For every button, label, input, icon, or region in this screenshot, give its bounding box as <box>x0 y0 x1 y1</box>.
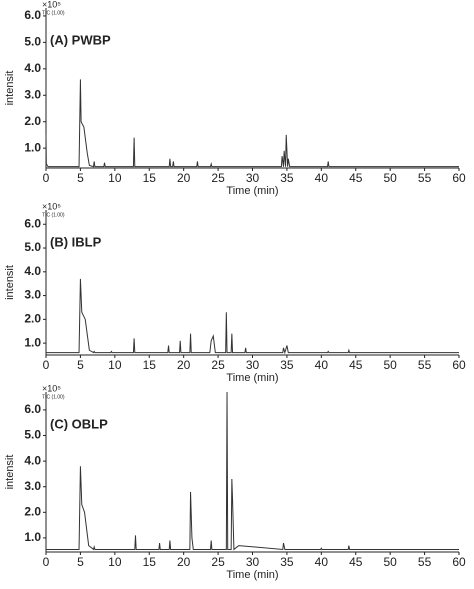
x-tick-label: 0 <box>43 171 50 185</box>
x-tick-label: 20 <box>177 358 191 372</box>
x-tick-label: 35 <box>280 358 294 372</box>
x-tick-label: 15 <box>143 358 157 372</box>
y-tick-label: 1.0 <box>24 140 41 154</box>
y-tick-label: 2.0 <box>24 114 41 128</box>
y-tick-label: 2.0 <box>24 504 41 518</box>
x-tick-label: 50 <box>383 358 397 372</box>
scale-note: TIC (1.00) <box>42 10 65 16</box>
x-axis-label: Time (min) <box>226 569 278 581</box>
panel-title: (C) OBLP <box>50 416 108 431</box>
x-axis-label: Time (min) <box>226 185 278 197</box>
x-tick-label: 5 <box>77 555 84 569</box>
y-multiplier: ×10⁵ <box>42 383 61 393</box>
x-tick-label: 30 <box>246 171 260 185</box>
x-tick-label: 60 <box>452 358 466 372</box>
x-tick-label: 45 <box>349 358 363 372</box>
y-tick-label: 1.0 <box>24 335 41 349</box>
y-tick-label: 6.0 <box>24 216 41 230</box>
x-tick-label: 25 <box>211 555 225 569</box>
x-axis-label: Time (min) <box>226 372 278 384</box>
panel-title: (B) IBLP <box>50 234 102 249</box>
x-tick-label: 60 <box>452 555 466 569</box>
x-tick-label: 60 <box>452 171 466 185</box>
x-tick-label: 40 <box>315 171 329 185</box>
y-tick-label: 1.0 <box>24 530 41 544</box>
x-tick-label: 20 <box>177 171 191 185</box>
y-tick-label: 3.0 <box>24 87 41 101</box>
scale-note: TIC (1.00) <box>42 394 65 400</box>
x-tick-label: 50 <box>383 555 397 569</box>
x-tick-label: 30 <box>246 555 260 569</box>
y-tick-label: 3.0 <box>24 479 41 493</box>
x-tick-label: 55 <box>418 171 432 185</box>
x-tick-label: 10 <box>108 171 122 185</box>
y-axis-label: intensit <box>4 265 16 300</box>
x-tick-label: 10 <box>108 358 122 372</box>
x-tick-label: 50 <box>383 171 397 185</box>
x-tick-label: 5 <box>77 358 84 372</box>
y-tick-label: 3.0 <box>24 288 41 302</box>
x-tick-label: 40 <box>315 358 329 372</box>
x-tick-label: 25 <box>211 358 225 372</box>
y-multiplier: ×10⁵ <box>42 201 61 211</box>
panel-title: (A) PWBP <box>50 32 111 47</box>
scale-note: TIC (1.00) <box>42 212 65 218</box>
x-tick-label: 45 <box>349 555 363 569</box>
x-tick-label: 20 <box>177 555 191 569</box>
x-tick-label: 30 <box>246 358 260 372</box>
x-tick-label: 0 <box>43 555 50 569</box>
y-tick-label: 4.0 <box>24 61 41 75</box>
y-tick-label: 4.0 <box>24 264 41 278</box>
y-axis-label: intensit <box>4 455 16 490</box>
x-tick-label: 15 <box>143 555 157 569</box>
x-tick-label: 40 <box>315 555 329 569</box>
x-tick-label: 35 <box>280 171 294 185</box>
x-tick-label: 45 <box>349 171 363 185</box>
x-tick-label: 35 <box>280 555 294 569</box>
x-tick-label: 55 <box>418 358 432 372</box>
y-tick-label: 5.0 <box>24 428 41 442</box>
x-tick-label: 5 <box>77 171 84 185</box>
y-tick-label: 6.0 <box>24 402 41 416</box>
x-tick-label: 25 <box>211 171 225 185</box>
y-multiplier: ×10⁵ <box>42 0 61 9</box>
y-tick-label: 2.0 <box>24 312 41 326</box>
x-tick-label: 15 <box>143 171 157 185</box>
x-tick-label: 0 <box>43 358 50 372</box>
x-tick-label: 55 <box>418 555 432 569</box>
chromatogram-line <box>46 278 459 355</box>
y-tick-label: 4.0 <box>24 453 41 467</box>
x-tick-label: 10 <box>108 555 122 569</box>
y-tick-label: 5.0 <box>24 240 41 254</box>
y-tick-label: 6.0 <box>24 8 41 22</box>
chromatogram-line <box>46 391 459 551</box>
y-axis-label: intensit <box>4 71 16 106</box>
chromatogram-line <box>45 79 459 168</box>
y-tick-label: 5.0 <box>24 35 41 49</box>
